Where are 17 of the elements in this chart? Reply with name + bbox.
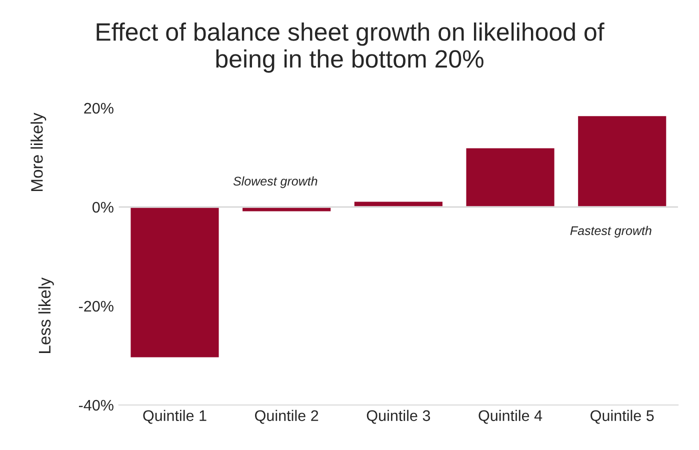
- x-tick-label: Quintile 3: [366, 410, 430, 424]
- chart-title: Effect of balance sheet growth on likelihood of being in the bottom 20%: [96, 22, 604, 73]
- text: Less likely: [38, 277, 54, 353]
- annotation: Slowest growth: [233, 176, 318, 188]
- y-axis-title: More likely: [30, 112, 46, 192]
- x-tick-label: Quintile 4: [478, 410, 542, 424]
- x-tick-label: Quintile 1: [143, 410, 206, 424]
- y-tick-label: -40%: [78, 400, 114, 411]
- y-tick-label: 20%: [84, 102, 114, 114]
- x-tick-label: Quintile 5: [590, 410, 654, 424]
- annotation: Fastest growth: [570, 226, 652, 238]
- x-tick-label: Quintile 2: [255, 410, 318, 424]
- y-tick-label: 0%: [92, 202, 114, 213]
- bar: [576, 114, 668, 208]
- bar: [464, 146, 556, 208]
- bar: [129, 206, 220, 359]
- y-tick-label: -20%: [78, 300, 114, 312]
